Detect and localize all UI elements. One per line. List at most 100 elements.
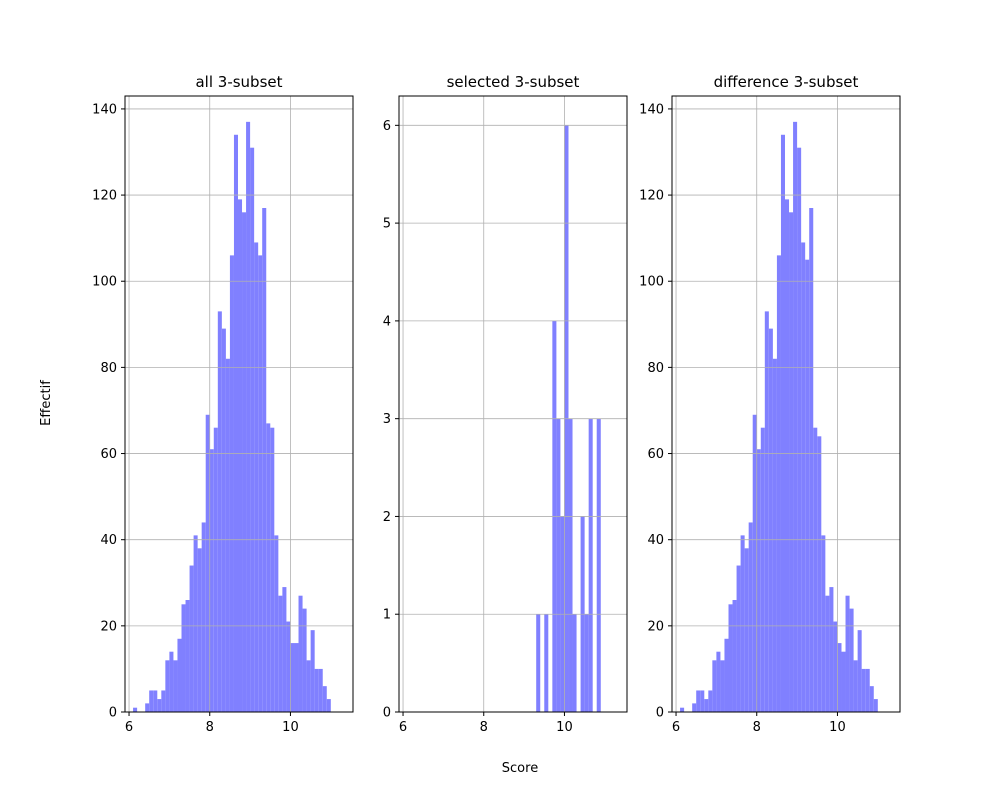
histogram-bar [728, 604, 733, 712]
x-tick-label: 6 [125, 720, 133, 735]
histogram-bar [680, 707, 685, 712]
histogram-bar [306, 660, 311, 712]
y-tick-label: 80 [647, 361, 664, 376]
y-tick-label: 100 [639, 275, 664, 290]
histogram-bar [584, 614, 589, 712]
histogram-bar [193, 535, 198, 712]
panel-title: difference 3-subset [714, 73, 859, 91]
histogram-bar [177, 638, 182, 712]
histogram-bar [254, 242, 259, 712]
y-tick-label: 6 [383, 119, 391, 134]
histogram-bar [588, 418, 593, 712]
y-tick-label: 3 [383, 412, 391, 427]
histogram-bar [298, 595, 303, 712]
histogram-bar [242, 212, 247, 712]
axes-frame [124, 95, 354, 713]
y-tick-label: 0 [383, 706, 391, 721]
bars [680, 121, 878, 713]
histogram-bar [756, 449, 761, 712]
histogram-bar [720, 660, 725, 712]
y-tick-label: 20 [647, 619, 664, 634]
histogram-bar [544, 614, 549, 712]
histogram-bar [813, 427, 818, 712]
histogram-bar [865, 668, 870, 712]
histogram-bar [270, 427, 275, 712]
histogram-bar [764, 311, 769, 712]
y-tick-label: 0 [109, 706, 117, 721]
histogram-bar [294, 643, 299, 712]
y-tick-label: 0 [656, 706, 664, 721]
histogram-bar [173, 660, 178, 712]
histogram-bar [262, 208, 267, 712]
histogram-bar [768, 328, 773, 712]
histogram-bar [724, 638, 729, 712]
y-tick-label: 100 [92, 275, 117, 290]
y-tick-label: 40 [100, 533, 117, 548]
histogram-bar [225, 358, 230, 712]
histogram-bar [157, 699, 162, 712]
histogram-bar [744, 548, 749, 712]
histogram-bar [845, 595, 850, 712]
histogram-bar [857, 630, 862, 712]
y-tick-label: 60 [647, 447, 664, 462]
histogram-bar [233, 134, 238, 712]
histogram-bar [286, 621, 291, 712]
x-tick-label: 10 [282, 720, 299, 735]
histogram-bar [696, 690, 701, 712]
y-tick-label: 120 [639, 189, 664, 204]
histogram-panel-2: 6 8 10 0 1 2 3 4 5 6 selected 3-subset [383, 73, 628, 735]
x-tick-label: 6 [672, 720, 680, 735]
histogram-bar [849, 608, 854, 712]
y-tick-label: 4 [383, 314, 391, 329]
histogram-bar [326, 699, 331, 712]
histogram-bar [752, 414, 757, 712]
y-tick-label: 2 [383, 510, 391, 525]
histogram-bar [861, 668, 866, 712]
histogram-bar [217, 311, 222, 712]
histogram-bar [205, 414, 210, 712]
axes-frame [671, 95, 901, 713]
y-tick-label: 140 [639, 102, 664, 117]
histogram-bar [692, 703, 697, 712]
histogram-bar [213, 427, 218, 712]
histogram-bar [596, 418, 601, 712]
histogram-bar [817, 436, 822, 712]
histogram-bar [274, 535, 279, 712]
histogram-bar [793, 121, 798, 713]
histogram-bar [748, 522, 753, 712]
x-axis-label: Score [502, 761, 538, 776]
y-tick-label: 120 [92, 189, 117, 204]
histogram-bar [258, 255, 263, 712]
histogram-bar [185, 600, 190, 712]
histogram-bar [161, 690, 166, 712]
x-tick-label: 8 [480, 720, 488, 735]
histogram-bar [821, 535, 826, 712]
histogram-bar [825, 595, 830, 712]
histogram-bar [209, 449, 214, 712]
histogram-bar [833, 621, 838, 712]
histogram-bar [760, 427, 765, 712]
histogram-bar [837, 643, 842, 712]
bars [133, 121, 331, 713]
histogram-bar [805, 259, 810, 712]
histogram-bar [246, 121, 251, 713]
histogram-bar [716, 651, 721, 712]
axes-frame [398, 95, 628, 713]
histogram-bar [169, 651, 174, 712]
histogram-bar [221, 328, 226, 712]
histogram-bar [732, 600, 737, 712]
y-tick-label: 80 [100, 361, 117, 376]
histogram-bar [712, 660, 717, 712]
histogram-bar [572, 614, 577, 712]
y-tick-label: 40 [647, 533, 664, 548]
histogram-bar [149, 690, 154, 712]
histogram-bar [873, 699, 878, 712]
histogram-bar [133, 707, 138, 712]
histogram-bar [197, 548, 202, 712]
y-tick-label: 60 [100, 447, 117, 462]
histogram-bar [789, 212, 794, 712]
histogram-bar [322, 686, 327, 712]
y-tick-label: 1 [383, 608, 391, 623]
